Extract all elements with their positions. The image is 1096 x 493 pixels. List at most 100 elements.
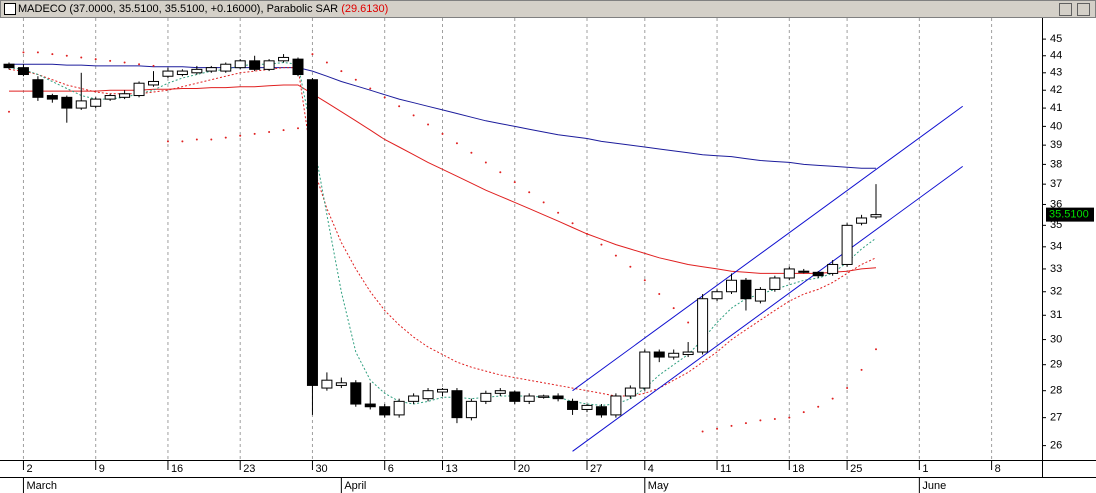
sar-dot	[427, 123, 430, 126]
chart-title: MADECO (37.0000, 35.5100, 35.5100, +0.16…	[18, 1, 388, 17]
candle-body	[509, 391, 521, 402]
sar-dot	[571, 222, 574, 225]
sar-dot	[340, 70, 343, 73]
sar-dot	[542, 201, 545, 204]
x-tick-label: 1	[922, 463, 928, 475]
y-tick-label: 29	[1050, 359, 1062, 371]
y-tick-label: 34	[1050, 241, 1062, 253]
candle-body	[451, 390, 463, 419]
candle-body	[523, 395, 535, 402]
candle-body	[176, 70, 188, 76]
y-tick-label: 44	[1050, 50, 1062, 62]
y-tick-label: 45	[1050, 33, 1062, 45]
candle-body	[422, 390, 434, 400]
sar-value: (29.6130)	[341, 3, 389, 15]
candle-body	[205, 67, 217, 72]
candle-body	[827, 263, 839, 274]
sar-dot	[51, 53, 54, 56]
candle-body	[711, 291, 723, 300]
candle-body	[17, 67, 29, 76]
sar-dot	[802, 411, 805, 414]
candle-body	[668, 352, 680, 358]
sar-dot	[441, 132, 444, 135]
x-tick-label: 13	[446, 463, 458, 475]
sar-dot	[36, 51, 39, 54]
candle-body	[682, 351, 694, 356]
x-tick-label: 9	[99, 463, 105, 475]
candle-body	[61, 96, 73, 109]
x-tick-label: 11	[720, 463, 731, 475]
candle-body	[812, 271, 824, 277]
candle-body	[379, 406, 391, 416]
candle-body	[119, 93, 131, 98]
sar-dot	[629, 265, 632, 268]
candle-body	[191, 68, 203, 74]
close-button[interactable]	[1077, 3, 1090, 16]
x-tick-label: 20	[518, 463, 530, 475]
sar-dot	[455, 142, 458, 145]
candle-body	[841, 224, 853, 265]
candle-body	[437, 388, 448, 393]
plot-area	[0, 18, 1042, 460]
x-tick-label: 2	[26, 463, 32, 475]
restore-button[interactable]	[1059, 3, 1072, 16]
window-icon	[4, 3, 16, 15]
candle-body	[870, 214, 882, 218]
sar-dot	[8, 110, 10, 113]
sar-dot	[297, 127, 299, 130]
sar-dot	[846, 387, 849, 390]
candle-body	[726, 279, 737, 293]
y-tick-label: 36	[1050, 198, 1062, 210]
candle-body	[335, 382, 347, 386]
y-tick-label: 43	[1050, 67, 1062, 79]
last-price-box	[1046, 207, 1094, 222]
sar-dot	[195, 138, 198, 141]
candle-body	[567, 400, 579, 410]
sar-dot	[643, 279, 646, 282]
y-tick-label: 26	[1050, 440, 1062, 452]
moving-average	[8, 67, 877, 397]
month-label: May	[648, 480, 669, 492]
sar-dot	[282, 129, 285, 132]
candle-body	[263, 60, 275, 70]
y-tick-label: 37	[1050, 178, 1062, 190]
trend-line	[572, 165, 963, 452]
sar-dot	[773, 418, 776, 421]
sar-dot	[831, 397, 834, 400]
marks	[3, 51, 963, 452]
sar-dot	[354, 78, 357, 81]
sar-dot	[586, 232, 588, 235]
candle-body	[148, 80, 159, 86]
sar-dot	[94, 58, 97, 61]
candle-body	[321, 379, 333, 389]
candle-body	[364, 403, 376, 408]
x-tick-label: 18	[792, 463, 804, 475]
candle-body	[249, 60, 261, 70]
sar-dot	[860, 368, 863, 371]
y-tick-label: 31	[1050, 309, 1062, 321]
sar-dot	[557, 211, 560, 214]
candle-body	[798, 270, 810, 273]
sar-dot	[210, 138, 213, 141]
candle-body	[653, 351, 665, 358]
x-tick-label: 27	[590, 463, 602, 475]
sar-dot	[311, 53, 314, 56]
title-text: MADECO (37.0000, 35.5100, 35.5100, +0.16…	[18, 3, 339, 15]
sar-dot	[701, 430, 704, 433]
candle-body	[133, 82, 145, 97]
candle-body	[639, 351, 651, 389]
candle-body	[595, 406, 607, 416]
title-bar: MADECO (37.0000, 35.5100, 35.5100, +0.16…	[0, 0, 1096, 18]
sar-dot	[614, 254, 617, 257]
candle-body	[754, 288, 766, 302]
sar-dot	[658, 293, 661, 296]
sar-dot	[123, 61, 126, 64]
sar-dot	[716, 427, 719, 430]
x-tick-label: 8	[995, 463, 1001, 475]
y-tick-label: 28	[1050, 385, 1062, 397]
x-tick-label: 6	[388, 463, 394, 475]
x-tick-label: 25	[850, 463, 862, 475]
candle-body	[740, 279, 752, 300]
candle-body	[306, 79, 318, 386]
